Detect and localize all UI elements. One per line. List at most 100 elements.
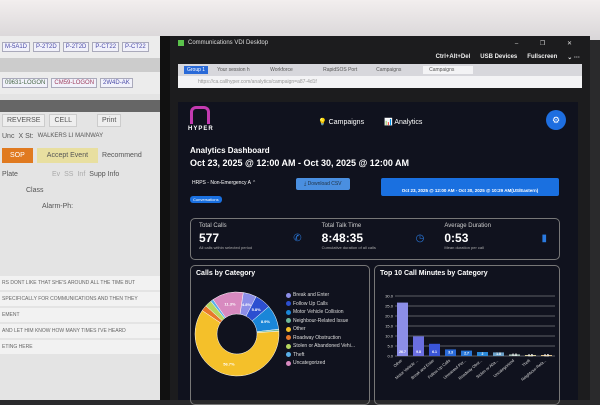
bar[interactable] bbox=[509, 354, 520, 356]
stat-total-calls: Total Calls 577 All calls within selected … bbox=[191, 219, 314, 259]
tab-group[interactable]: Group 1 bbox=[184, 66, 209, 74]
background-wall bbox=[0, 0, 600, 40]
pie-slice[interactable] bbox=[194, 310, 280, 377]
y-tick-label: 5.0 bbox=[387, 344, 393, 349]
hyper-logo bbox=[190, 106, 210, 124]
phone-icon: ✆ bbox=[293, 233, 302, 244]
legend-label: Neighbour-Related Issue bbox=[293, 317, 349, 324]
unit-chip[interactable]: P-2T2D bbox=[62, 42, 90, 52]
cad-application: M-5A1D P-2T2D P-2T2D P-CT22 P-CT22 09631-LOG… bbox=[0, 36, 160, 400]
nav-analytics-label: Analytics bbox=[394, 119, 423, 126]
legend-label: Motor Vehicle Collision bbox=[293, 309, 344, 315]
recommend-button[interactable]: Recommend bbox=[102, 151, 142, 159]
bar[interactable] bbox=[445, 349, 456, 356]
cell-button[interactable]: CELL bbox=[49, 113, 77, 127]
bar-title: Top 10 Call Minutes by Category bbox=[380, 270, 488, 277]
unit-chip[interactable]: P-2T2D bbox=[33, 42, 60, 52]
sop-button[interactable]: SOP bbox=[2, 147, 33, 163]
legend-item[interactable]: Theft bbox=[286, 352, 355, 358]
vdi-window: Communications VDI Desktop – ❐ ✕ Ctrl+Alt… bbox=[170, 36, 590, 405]
campaign-select-value: HRPS - Non-Emergency A bbox=[192, 180, 251, 186]
legend-item[interactable]: Neighbour-Related Issue bbox=[286, 318, 355, 324]
ss-tab[interactable]: SS bbox=[64, 170, 74, 178]
reverse-button[interactable]: REVERSE bbox=[2, 113, 46, 127]
stat-label: Total Talk Time bbox=[321, 223, 362, 229]
nav-analytics[interactable]: 📊 Analytics bbox=[384, 119, 423, 126]
bar[interactable] bbox=[541, 355, 552, 356]
stat-sub: All calls within selected period bbox=[199, 245, 253, 250]
bar[interactable] bbox=[461, 350, 472, 356]
nav-campaigns[interactable]: 💡 Campaigns bbox=[318, 119, 365, 126]
usb-devices-button[interactable]: USB Devices bbox=[480, 54, 518, 60]
print-button[interactable]: Print bbox=[96, 113, 122, 127]
legend-item[interactable]: Other bbox=[286, 326, 355, 332]
browser-tab[interactable]: Your session h bbox=[217, 67, 250, 73]
legend-item[interactable]: Roadway Obstruction bbox=[286, 335, 355, 341]
bar[interactable] bbox=[525, 355, 536, 356]
bar[interactable] bbox=[429, 343, 440, 356]
bar[interactable] bbox=[397, 302, 408, 356]
note-line: RS DONT LIKE THAT SHE'S AROUND ALL THE T… bbox=[0, 276, 160, 290]
legend-swatch bbox=[286, 292, 291, 298]
unit-chip[interactable]: 09631-LOGON bbox=[2, 78, 49, 88]
unc-label: Unc bbox=[2, 132, 15, 140]
nav-campaigns-label: Campaigns bbox=[328, 119, 365, 126]
scrollbar[interactable] bbox=[0, 58, 160, 72]
window-titlebar bbox=[0, 100, 160, 112]
browser-tab[interactable]: RapidSOS Port bbox=[323, 67, 358, 73]
inf-tab[interactable]: Inf bbox=[77, 170, 86, 178]
browser-tab[interactable]: Campaigns bbox=[376, 67, 402, 73]
vdi-icon bbox=[178, 40, 184, 46]
window-controls[interactable]: – ❐ ✕ bbox=[514, 40, 582, 47]
legend-label: Follow Up Calls bbox=[293, 300, 328, 307]
legend-item[interactable]: Stolen or Abandoned Vehi... bbox=[286, 343, 355, 349]
unit-chip[interactable]: CM59-LOGON bbox=[51, 78, 98, 88]
unit-chip[interactable]: P-CT22 bbox=[92, 42, 120, 52]
stat-sub: Mean duration per call bbox=[444, 245, 484, 250]
pie-slice[interactable] bbox=[212, 291, 244, 318]
slice-label: 4.8% bbox=[242, 302, 252, 307]
download-label: Download CSV bbox=[307, 181, 342, 187]
legend-item[interactable]: Motor Vehicle Collision bbox=[286, 309, 355, 315]
browser-tab[interactable]: Campaigns bbox=[423, 66, 474, 74]
legend-item[interactable]: Follow Up Calls bbox=[286, 301, 355, 307]
stat-label: Average Duration bbox=[444, 223, 491, 229]
unit-chip[interactable]: M-5A1D bbox=[2, 42, 31, 52]
legend-swatch bbox=[286, 318, 291, 323]
ev-tab[interactable]: Ev bbox=[51, 170, 61, 178]
y-tick-label: 30.0 bbox=[385, 294, 394, 299]
settings-gear-icon[interactable]: ⚙ bbox=[546, 110, 566, 130]
legend-label: Other bbox=[293, 326, 306, 332]
download-csv-button[interactable]: ⤓ Download CSV bbox=[296, 178, 350, 190]
date-range-title: Oct 23, 2025 @ 12:00 AM - Oct 30, 2025 @… bbox=[190, 158, 409, 168]
hyper-app: HYPER 💡 Campaigns 📊 Analytics ⚙ Analytics… bbox=[178, 102, 578, 405]
ctrl-alt-del-button[interactable]: Ctrl+Alt+Del bbox=[435, 54, 471, 60]
fullscreen-button[interactable]: Fullscreen bbox=[527, 54, 558, 60]
more-icon[interactable]: ⌄ ··· bbox=[567, 54, 580, 61]
date-range-button[interactable]: Oct 23, 2025 @ 12:00 AM - Oct 30, 2025 @… bbox=[381, 178, 559, 196]
supp-info-tab[interactable]: Supp Info bbox=[89, 170, 120, 178]
slice-label: 56.7% bbox=[223, 361, 235, 366]
x-tick-label: Other bbox=[392, 358, 403, 369]
browser-tab[interactable]: Workforce bbox=[270, 67, 293, 73]
xst-label: X St: bbox=[18, 132, 34, 140]
unit-chip[interactable]: 2W4D-AK bbox=[100, 78, 133, 88]
stat-talk-time: Total Talk Time 8:48:35 Cumulative duratio… bbox=[314, 219, 437, 259]
monitor-bezel bbox=[160, 36, 170, 400]
campaign-select[interactable]: HRPS - Non-Emergency A ⌃ bbox=[192, 180, 257, 186]
bar[interactable] bbox=[493, 352, 504, 356]
unit-chip[interactable]: P-CT22 bbox=[122, 42, 149, 52]
bar[interactable] bbox=[477, 352, 488, 356]
x-tick-label: Theft bbox=[521, 357, 532, 367]
donut-chart: 4.8%5.8% 8.9% 56.7% 11.3% bbox=[194, 291, 280, 377]
conversations-badge[interactable]: Conversations bbox=[190, 196, 222, 203]
address-bar[interactable]: https://ca.callhyper.com/analytics/campa… bbox=[178, 76, 582, 88]
note-line: EMENT bbox=[0, 308, 160, 322]
bar[interactable] bbox=[413, 336, 424, 356]
accept-event-button[interactable]: Accept Event bbox=[36, 147, 99, 163]
note-line: ETING HERE bbox=[0, 340, 160, 354]
legend-swatch bbox=[286, 352, 291, 357]
legend-item[interactable]: Uncategorized bbox=[286, 360, 355, 366]
legend-item[interactable]: Break and Enter bbox=[286, 292, 355, 298]
stat-sub: Cumulative duration of all calls bbox=[321, 245, 376, 250]
